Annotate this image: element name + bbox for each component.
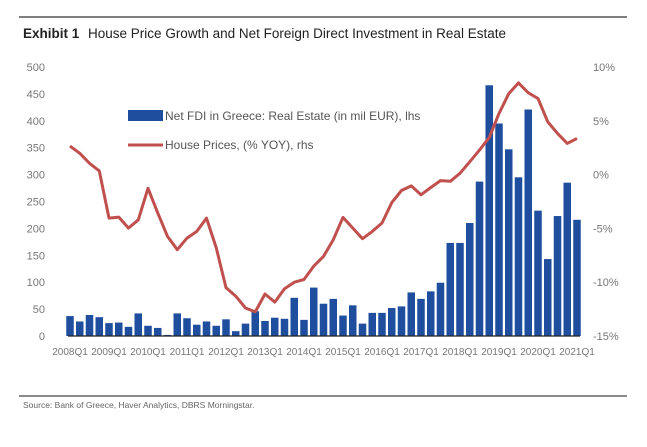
- legend: Net FDI in Greece: Real Estate (in mil E…: [128, 109, 420, 152]
- fdi-bar: [66, 316, 74, 336]
- right-axis-tick: 5%: [593, 116, 609, 128]
- fdi-bar: [193, 324, 201, 336]
- x-axis-tick: 2012Q1: [208, 347, 244, 358]
- fdi-bar: [241, 323, 250, 336]
- fdi-bar: [388, 308, 396, 336]
- house-price-line: [69, 81, 578, 314]
- left-axis-tick: 300: [27, 170, 45, 182]
- fdi-bar: [544, 259, 552, 336]
- fdi-bar: [271, 317, 279, 336]
- fdi-bar: [563, 182, 571, 336]
- fdi-bar: [329, 298, 337, 336]
- fdi-bar: [446, 242, 454, 336]
- x-axis-tick: 2019Q1: [481, 347, 517, 358]
- fdi-bar: [95, 317, 103, 336]
- fdi-bar: [85, 315, 94, 336]
- chart-title: Exhibit 1 House Price Growth and Net For…: [23, 26, 506, 41]
- fdi-bar: [378, 312, 386, 336]
- left-axis-tick: 400: [27, 116, 45, 128]
- fdi-bar: [134, 313, 142, 336]
- right-axis-tick: 10%: [593, 62, 615, 74]
- fdi-bar: [319, 303, 328, 336]
- fdi-bar: [261, 320, 269, 336]
- title-text: House Price Growth and Net Foreign Direc…: [88, 26, 506, 41]
- x-axis-tick: 2021Q1: [559, 347, 595, 358]
- x-axis-tick: 2008Q1: [52, 347, 88, 358]
- right-axis-tick: -5%: [593, 223, 613, 235]
- fdi-bar: [124, 326, 133, 336]
- fdi-bar: [232, 331, 240, 336]
- exhibit-label: Exhibit 1: [23, 26, 80, 41]
- left-axis-tick: 200: [27, 223, 45, 235]
- source-note: Source: Bank of Greece, Haver Analytics,…: [23, 400, 255, 410]
- left-axis-tick: 250: [27, 197, 45, 209]
- right-axis-tick: 0%: [593, 170, 609, 182]
- fdi-bar: [368, 312, 376, 336]
- fdi-bar: [212, 325, 220, 336]
- x-axis-tick: 2015Q1: [325, 347, 361, 358]
- fdi-bar: [514, 177, 523, 336]
- fdi-bar: [495, 123, 503, 337]
- fdi-bar: [456, 242, 464, 336]
- legend-label-house-prices: House Prices, (% YOY), rhs: [165, 138, 314, 152]
- left-axis-tick: 450: [27, 89, 45, 101]
- fdi-bar: [436, 282, 445, 336]
- fdi-bar: [300, 319, 308, 336]
- fdi-bar: [154, 327, 162, 336]
- x-axis-tick: 2020Q1: [520, 347, 556, 358]
- fdi-bar: [310, 287, 318, 336]
- fdi-bar: [144, 325, 152, 336]
- fdi-bar: [105, 323, 113, 336]
- fdi-bar: [202, 321, 211, 336]
- fdi-bar: [76, 321, 84, 336]
- legend-swatch-fdi: [128, 110, 163, 121]
- fdi-bar: [251, 311, 259, 336]
- fdi-bar: [173, 313, 181, 336]
- left-axis-tick: 0: [39, 331, 45, 343]
- fdi-bar: [349, 305, 357, 336]
- fdi-bar: [397, 306, 406, 336]
- fdi-bar: [222, 319, 230, 336]
- right-axis-tick: -10%: [593, 277, 619, 289]
- fdi-bar: [485, 85, 493, 337]
- x-axis-tick: 2010Q1: [130, 347, 166, 358]
- fdi-bar: [505, 149, 513, 336]
- x-axis-tick: 2013Q1: [247, 347, 283, 358]
- fdi-bar: [475, 181, 484, 336]
- x-axis-tick: 2014Q1: [286, 347, 322, 358]
- x-axis-tick: 2009Q1: [91, 347, 127, 358]
- fdi-bar: [534, 210, 542, 336]
- left-axis-tick: 150: [27, 250, 45, 262]
- fdi-bar: [417, 298, 425, 336]
- x-axis-tick: 2016Q1: [364, 347, 400, 358]
- fdi-bar: [524, 109, 532, 336]
- fdi-bar: [115, 322, 123, 336]
- left-axis-tick: 350: [27, 143, 45, 155]
- legend-label-fdi: Net FDI in Greece: Real Estate (in mil E…: [165, 109, 420, 123]
- left-axis-tick: 100: [27, 277, 45, 289]
- fdi-bar: [183, 318, 191, 336]
- fdi-bar: [358, 323, 367, 336]
- fdi-bar: [280, 318, 289, 336]
- left-axis-tick: 500: [27, 62, 45, 74]
- x-axis-tick: 2018Q1: [442, 347, 478, 358]
- fdi-bar: [290, 297, 298, 336]
- left-axis-tick: 50: [33, 304, 45, 316]
- x-axis-tick: 2017Q1: [403, 347, 439, 358]
- fdi-bar: [466, 223, 474, 336]
- fdi-bar: [407, 292, 415, 336]
- right-axis-tick: -15%: [593, 331, 619, 343]
- fdi-bar: [553, 216, 562, 336]
- fdi-bar: [427, 291, 435, 336]
- fdi-bar: [573, 219, 581, 336]
- x-axis-tick: 2011Q1: [170, 347, 205, 358]
- fdi-bar: [339, 315, 347, 336]
